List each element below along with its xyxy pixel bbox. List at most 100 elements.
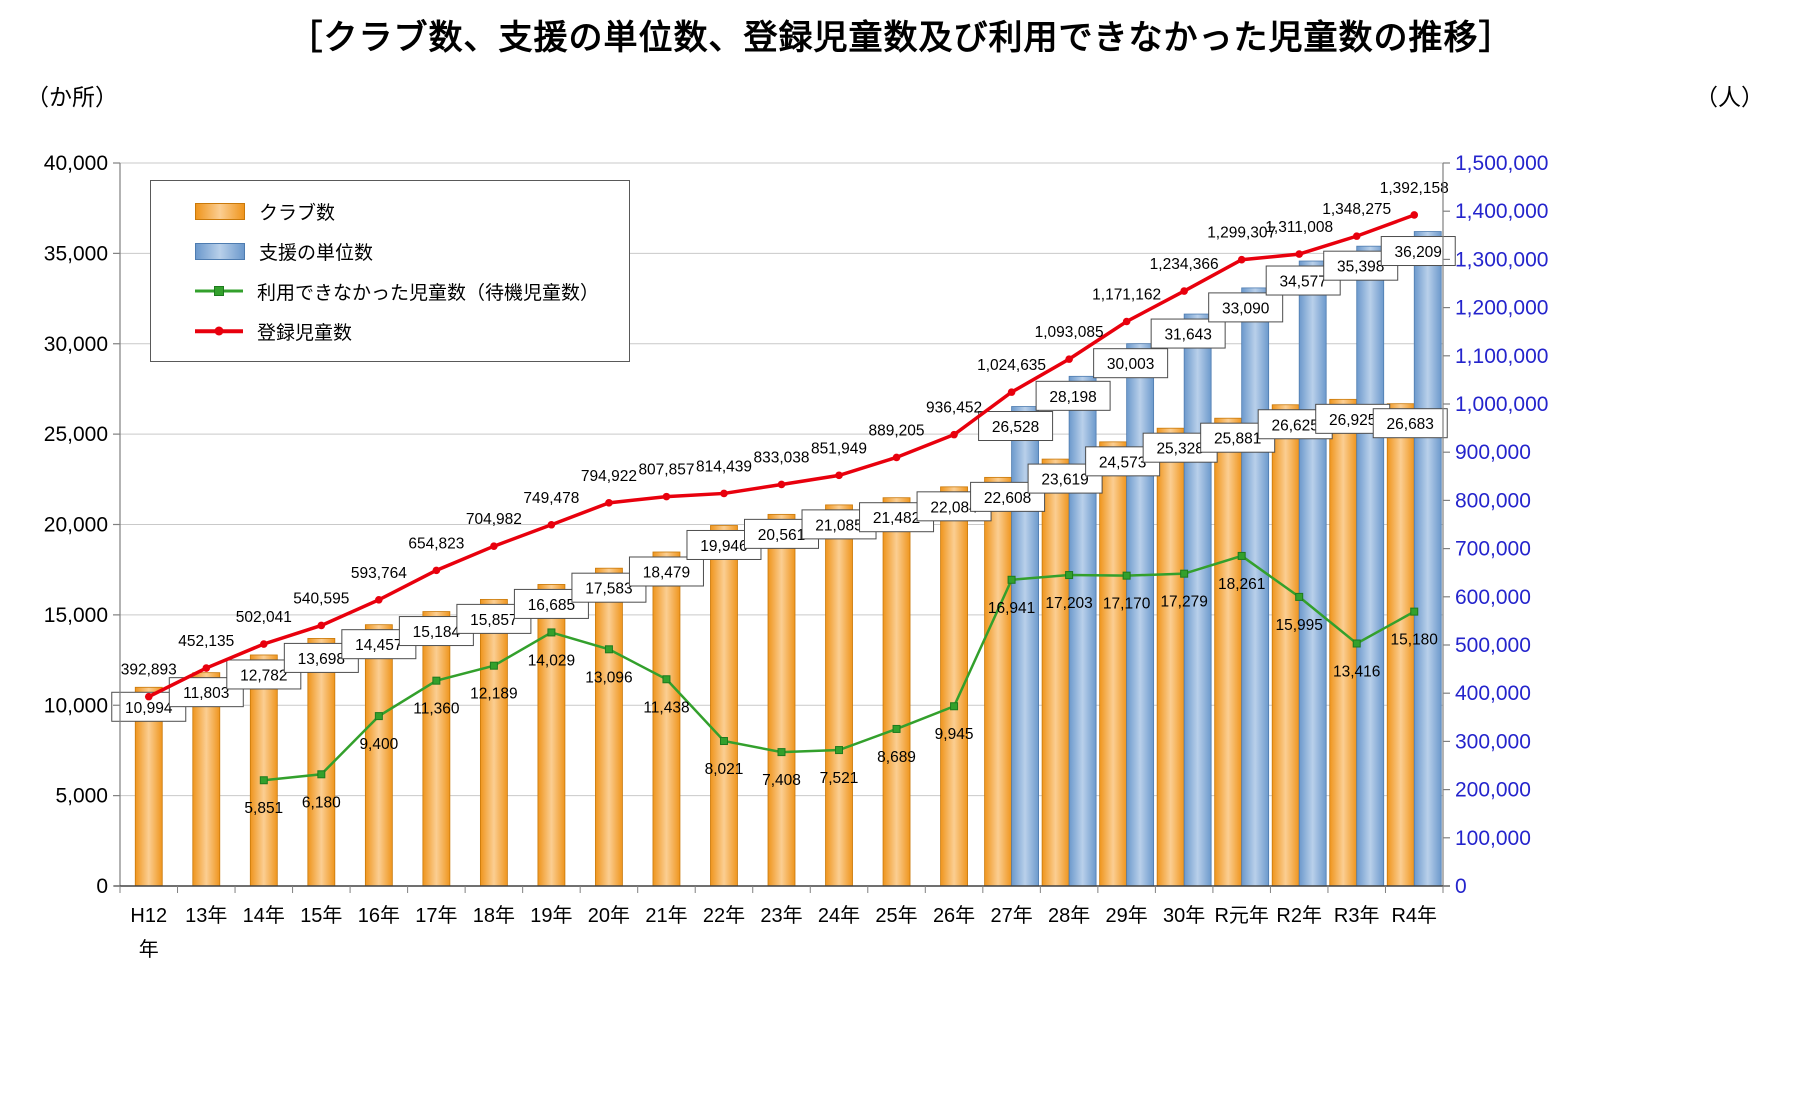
waiting-point <box>835 746 844 755</box>
right-axis-tick-label: 500,000 <box>1455 634 1531 657</box>
right-axis-tick-label: 700,000 <box>1455 538 1531 561</box>
waiting-point <box>489 661 498 670</box>
club-label-value: 24,573 <box>1099 454 1146 471</box>
right-axis-tick-label: 300,000 <box>1455 730 1531 753</box>
club-bar-swatch-icon <box>195 202 245 220</box>
club-bar <box>307 638 336 887</box>
legend-label-waiting: 利用できなかった児童数（待機児童数） <box>257 282 600 304</box>
waiting-point <box>1065 571 1074 580</box>
registered-value-label: 1,299,307 <box>1207 225 1276 242</box>
club-bar <box>595 567 623 887</box>
waiting-value-label: 7,521 <box>820 770 859 787</box>
registered-point <box>1180 287 1188 295</box>
unit-bar <box>1126 343 1155 887</box>
registered-value-label: 1,311,008 <box>1265 219 1333 236</box>
club-label-value: 19,946 <box>700 538 747 555</box>
unit-bar <box>1356 245 1385 887</box>
club-bar <box>767 513 796 887</box>
left-axis-tick-label: 20,000 <box>44 514 108 537</box>
waiting-value-label: 8,689 <box>877 749 916 766</box>
right-axis-tick-label: 600,000 <box>1455 586 1531 609</box>
waiting-point <box>892 724 901 733</box>
registered-value-label: 502,041 <box>236 609 292 626</box>
right-axis-tick-label: 1,500,000 <box>1455 152 1548 175</box>
unit-bar <box>1298 260 1327 887</box>
waiting-point <box>547 628 556 637</box>
registered-point <box>547 520 556 529</box>
x-axis-category-label: 16年 <box>358 904 400 927</box>
registered-value-label: 1,171,162 <box>1092 286 1161 303</box>
waiting-value-label: 14,029 <box>528 652 575 669</box>
legend-item-clubs: クラブ数 <box>195 198 619 225</box>
club-label-value: 22,608 <box>984 490 1031 507</box>
waiting-value-label: 17,170 <box>1103 596 1151 613</box>
legend-label-units: 支援の単位数 <box>259 242 374 264</box>
club-label-value: 26,625 <box>1271 417 1318 434</box>
waiting-value-label: 17,279 <box>1160 594 1207 611</box>
waiting-value-label: 13,416 <box>1333 664 1380 681</box>
unit-label-value: 28,198 <box>1049 389 1096 406</box>
club-bar <box>1214 417 1243 887</box>
left-axis-tick-label: 30,000 <box>44 333 108 356</box>
club-bar <box>984 476 1012 887</box>
waiting-point <box>662 675 671 684</box>
club-bar <box>710 525 738 887</box>
registered-point <box>1295 250 1303 258</box>
registered-value-label: 936,452 <box>926 400 982 417</box>
club-label-value: 12,782 <box>240 667 287 684</box>
waiting-point <box>259 776 268 785</box>
x-axis-category-label: 26年 <box>933 904 975 927</box>
waiting-value-label: 5,851 <box>244 800 283 817</box>
x-axis-category-label: R4年 <box>1391 904 1437 927</box>
waiting-point <box>1180 569 1189 578</box>
registered-point <box>1065 355 1073 363</box>
registered-value-label: 704,982 <box>466 511 522 528</box>
waiting-point <box>604 645 613 654</box>
legend-item-registered: 登録児童数 <box>195 318 619 345</box>
x-axis-category-label: 17年 <box>415 904 457 927</box>
club-bar <box>1099 441 1128 887</box>
x-axis-category-label: 29年 <box>1106 904 1148 927</box>
registered-value-label: 889,205 <box>869 422 925 439</box>
waiting-point <box>1007 575 1016 584</box>
unit-label-value: 26,528 <box>992 419 1039 436</box>
x-axis-category-label: 18年 <box>473 904 515 927</box>
unit-bar <box>1183 313 1212 887</box>
x-axis-category-label: 28年 <box>1048 904 1090 927</box>
right-axis-tick-label: 1,100,000 <box>1455 345 1548 368</box>
waiting-point <box>1122 571 1131 580</box>
club-bar <box>422 611 451 887</box>
club-bar <box>825 504 853 887</box>
waiting-point <box>432 676 441 685</box>
left-axis-tick-label: 35,000 <box>44 242 108 265</box>
unit-bar-swatch-icon <box>195 242 245 260</box>
right-axis-tick-label: 200,000 <box>1455 779 1531 802</box>
club-label-value: 22,084 <box>930 499 978 516</box>
registered-value-label: 749,478 <box>523 490 579 507</box>
registered-point <box>375 596 383 604</box>
registered-point <box>835 471 843 480</box>
x-axis-category-label: H12 <box>130 905 167 927</box>
club-bar <box>1271 404 1300 887</box>
waiting-point <box>719 737 728 746</box>
right-axis-tick-label: 1,400,000 <box>1455 200 1548 223</box>
right-axis-tick-label: 900,000 <box>1455 441 1531 464</box>
club-label-box <box>628 556 704 587</box>
registered-value-label: 452,135 <box>178 633 234 650</box>
left-axis-tick-label: 25,000 <box>44 423 108 446</box>
right-axis-tick-label: 800,000 <box>1455 489 1531 512</box>
right-axis-tick-label: 1,300,000 <box>1455 248 1548 271</box>
registered-point <box>1122 317 1131 326</box>
x-axis-category-label: 年 <box>139 938 159 961</box>
unit-label-value: 35,398 <box>1337 259 1384 276</box>
registered-point <box>777 480 786 489</box>
registered-value-label: 1,234,366 <box>1150 256 1219 273</box>
registered-value-label: 1,024,635 <box>977 357 1046 374</box>
waiting-value-label: 7,408 <box>762 772 801 789</box>
x-axis-category-label: R2年 <box>1276 904 1322 927</box>
registered-line-swatch-icon <box>195 325 243 337</box>
waiting-value-label: 12,189 <box>470 686 517 703</box>
club-label-value: 20,561 <box>758 527 805 544</box>
x-axis-category-label: 20年 <box>588 904 630 927</box>
